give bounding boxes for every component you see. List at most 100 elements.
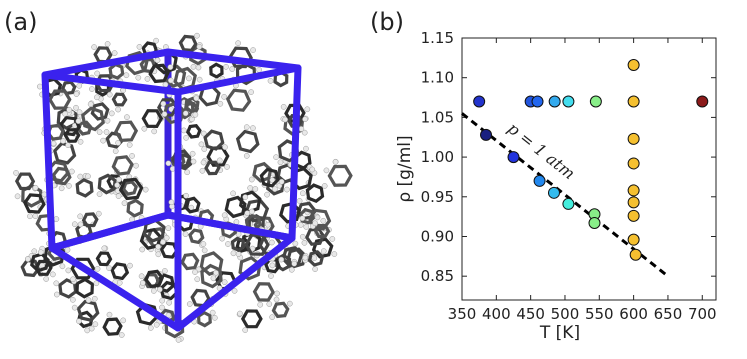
- hydrogen: [304, 106, 311, 113]
- ring: [75, 177, 94, 198]
- ring: [196, 310, 212, 328]
- ring: [63, 128, 81, 143]
- ring: [118, 177, 144, 201]
- hydrogen: [65, 142, 71, 149]
- hydrogen: [104, 117, 111, 124]
- ring: [21, 183, 43, 208]
- hydrogen: [76, 109, 83, 116]
- data-point: [627, 196, 640, 209]
- hydrogen: [277, 159, 284, 166]
- hydrogen: [156, 286, 163, 293]
- hydrogen: [126, 142, 133, 148]
- hydrogen: [196, 43, 203, 50]
- box-edge: [48, 211, 172, 252]
- hydrogen: [120, 317, 127, 324]
- hydrogen: [147, 325, 154, 331]
- hydrogen: [129, 153, 135, 159]
- hydrogen: [288, 266, 295, 273]
- hydrogen: [31, 248, 38, 255]
- y-tick-label: 0.85: [421, 267, 454, 285]
- ring: [238, 190, 262, 214]
- hydrogen: [160, 239, 166, 245]
- hydrogen: [85, 297, 92, 304]
- hydrogen: [230, 250, 237, 257]
- ring: [70, 257, 96, 280]
- ring: [159, 241, 179, 259]
- hydrogen: [73, 104, 79, 111]
- panel-label: (a): [4, 8, 37, 36]
- ring: [298, 207, 316, 225]
- hydrogen: [291, 260, 298, 267]
- x-axis-label: T [K]: [539, 323, 580, 343]
- hydrogen: [142, 186, 149, 193]
- hydrogen: [302, 254, 309, 261]
- ring: [225, 88, 252, 112]
- hydrogen: [252, 186, 259, 192]
- y-axis-label: ρ [g/ml]: [395, 135, 415, 202]
- hydrogen: [223, 64, 229, 70]
- hydrogen: [103, 129, 110, 135]
- hydrogen: [144, 76, 151, 82]
- hydrogen: [180, 127, 187, 134]
- molecule-render: [13, 32, 353, 343]
- hydrogen: [77, 138, 84, 145]
- box-edge: [41, 71, 56, 252]
- hydrogen: [274, 290, 280, 297]
- hydrogen: [222, 144, 228, 150]
- hydrogen: [141, 125, 148, 132]
- ring: [48, 89, 72, 110]
- hydrogen: [210, 275, 217, 282]
- hydrogen: [96, 129, 103, 135]
- hydrogen: [209, 309, 216, 316]
- hydrogen: [184, 169, 191, 176]
- hydrogen: [53, 216, 60, 222]
- x-tick-label: 700: [688, 305, 717, 323]
- data-point: [627, 209, 640, 222]
- hydrogen: [211, 314, 218, 321]
- hydrogen: [139, 246, 146, 253]
- hydrogen: [248, 89, 254, 95]
- box-edge: [41, 48, 172, 79]
- hydrogen: [151, 128, 158, 135]
- ring: [60, 80, 77, 96]
- hydrogen: [312, 220, 319, 227]
- ring: [238, 255, 262, 281]
- ring: [111, 92, 128, 107]
- hydrogen: [278, 256, 285, 263]
- ring: [106, 174, 123, 189]
- hydrogen: [243, 124, 250, 130]
- hydrogen: [150, 288, 157, 294]
- hydrogen: [303, 224, 310, 230]
- data-point: [696, 95, 709, 108]
- hydrogen: [58, 185, 65, 192]
- y-tick-label: 1.00: [421, 148, 454, 166]
- hydrogen: [93, 280, 100, 287]
- hydrogen: [104, 41, 111, 47]
- hydrogen: [235, 40, 241, 47]
- x-tick-label: 350: [448, 305, 477, 323]
- ring: [184, 96, 200, 114]
- ring: [95, 251, 113, 267]
- hydrogen: [314, 214, 321, 221]
- ring: [203, 129, 225, 151]
- hydrogen: [111, 50, 118, 56]
- hydrogen: [272, 186, 278, 192]
- hydrogen: [155, 243, 161, 250]
- hydrogen: [332, 158, 339, 165]
- ring: [230, 236, 246, 253]
- hydrogen: [139, 280, 146, 286]
- hydrogen: [85, 173, 91, 180]
- hydrogen: [92, 321, 99, 328]
- hydrogen: [162, 81, 169, 88]
- hydrogen: [161, 111, 168, 117]
- hydrogen: [268, 239, 275, 246]
- hydrogen: [116, 176, 122, 183]
- ring: [148, 63, 170, 84]
- hydrogen: [216, 157, 223, 164]
- ring: [200, 263, 223, 289]
- hydrogen: [221, 212, 228, 219]
- hydrogen: [194, 276, 201, 283]
- hydrogen: [320, 217, 327, 224]
- ring: [81, 106, 105, 132]
